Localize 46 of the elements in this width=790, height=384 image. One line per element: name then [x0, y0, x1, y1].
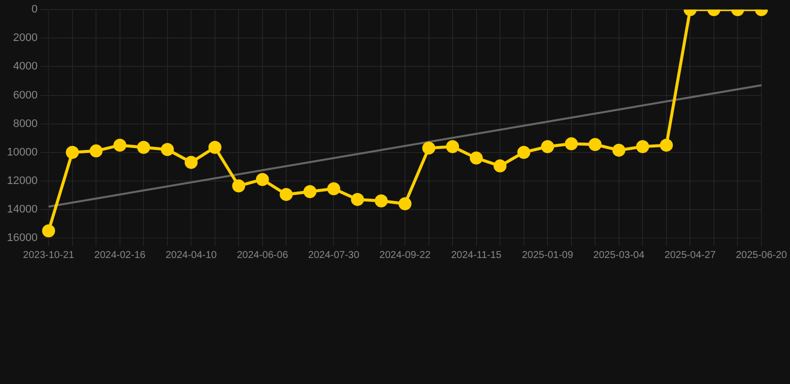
point: [90, 144, 103, 158]
point: [422, 142, 436, 155]
point: [256, 172, 269, 186]
point: [517, 146, 530, 159]
point: [588, 138, 602, 151]
y-tick-label: 8000: [13, 118, 38, 130]
x-tick-label: 2024-07-30: [308, 250, 360, 261]
x-tick-label: 2024-09-22: [379, 250, 432, 261]
y-tick-label: 16000: [6, 232, 38, 244]
y-tick-label: 10000: [6, 146, 38, 158]
point: [327, 182, 340, 196]
x-tick-label: 2024-04-10: [166, 250, 218, 261]
point: [446, 140, 460, 154]
point: [398, 197, 412, 210]
x-tick-label: 2024-11-15: [451, 250, 502, 261]
point: [137, 140, 150, 154]
point: [374, 194, 388, 208]
point: [612, 144, 626, 157]
point: [636, 140, 650, 154]
y-tick-label: 12000: [6, 174, 38, 187]
y-tick-label: 0: [31, 4, 38, 16]
x-tick-label: 2025-06-20: [736, 250, 788, 261]
x-tick-label: 2023-10-21: [23, 250, 75, 261]
point: [208, 140, 222, 154]
y-tick-label: 2000: [13, 32, 38, 44]
point: [660, 138, 673, 152]
x-tick-label: 2025-04-27: [664, 250, 716, 261]
point: [470, 152, 483, 165]
point: [494, 159, 507, 172]
x-tick-label: 2025-03-04: [593, 250, 645, 261]
x-tick-label: 2024-02-16: [94, 250, 146, 261]
point: [350, 192, 364, 206]
y-tick-label: 14000: [6, 203, 38, 216]
x-tick-label: 2025-01-09: [522, 250, 574, 261]
y-tick-label: 6000: [13, 89, 38, 102]
point: [160, 142, 174, 156]
x-tick-label: 2024-06-06: [236, 250, 288, 261]
y-tick-label: 4000: [13, 60, 38, 73]
point: [303, 185, 316, 198]
point: [66, 146, 79, 159]
point: [184, 156, 198, 169]
point: [232, 179, 246, 192]
point: [564, 137, 578, 150]
point: [541, 140, 554, 154]
point: [113, 138, 126, 152]
point: [280, 188, 293, 201]
